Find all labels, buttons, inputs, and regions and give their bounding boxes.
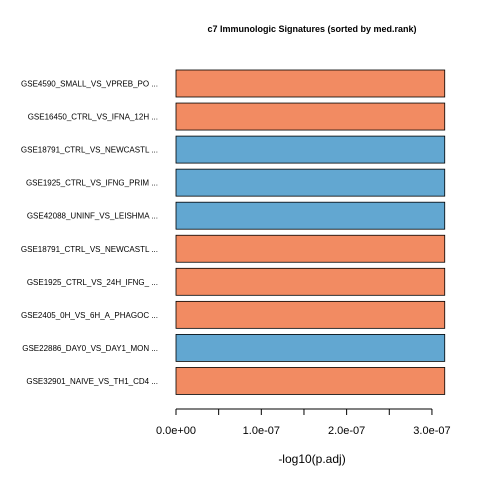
category-label-7: GSE1925_CTRL_VS_24H_IFNG_ ... [27, 278, 158, 287]
bar-10 [175, 367, 446, 395]
x-axis: 0.0e+00 1.0e-07 2.0e-07 3.0e-07 [156, 408, 451, 437]
bar-5 [175, 201, 446, 230]
chart-title: c7 Immunologic Signatures (sorted by med… [207, 24, 416, 34]
x-tick-label-1: 0.0e+00 [156, 425, 196, 437]
category-label-6: GSE18791_CTRL_VS_NEWCASTL ... [21, 245, 158, 254]
bar-8 [175, 300, 446, 329]
x-tick-label-2: 1.0e-07 [243, 425, 280, 437]
category-label-10: GSE32901_NAIVE_VS_TH1_CD4 ... [26, 377, 158, 386]
x-tick-label-3: 2.0e-07 [328, 425, 365, 437]
x-tick-label-4: 3.0e-07 [413, 425, 450, 437]
bar-6 [175, 234, 446, 263]
category-label-8: GSE2405_0H_VS_6H_A_PHAGOC ... [21, 311, 158, 320]
category-label-5: GSE42088_UNINF_VS_LEISHMA ... [27, 212, 158, 221]
category-labels: GSE4590_SMALL_VS_VPREB_PO ... GSE16450_CT… [21, 80, 158, 386]
category-label-4: GSE1925_CTRL_VS_IFNG_PRIM ... [26, 179, 158, 188]
bar-7 [175, 267, 446, 296]
category-label-2: GSE16450_CTRL_VS_IFNA_12H ... [28, 113, 158, 122]
bars-group [175, 69, 446, 395]
category-label-9: GSE22886_DAY0_VS_DAY1_MON ... [22, 344, 158, 353]
bar-3 [175, 135, 446, 164]
category-label-3: GSE18791_CTRL_VS_NEWCASTL ... [21, 146, 158, 155]
bar-2 [175, 102, 446, 131]
bar-1 [175, 69, 446, 98]
category-label-1: GSE4590_SMALL_VS_VPREB_PO ... [21, 80, 158, 89]
x-axis-label: -log10(p.adj) [278, 452, 345, 466]
bar-9 [175, 333, 446, 362]
bar-4 [175, 168, 446, 197]
